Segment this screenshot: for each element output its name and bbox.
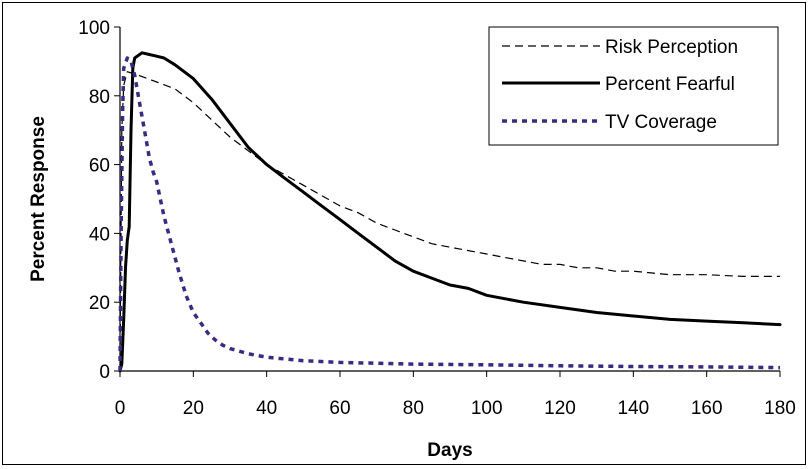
x-tick-label: 40 <box>256 398 277 419</box>
x-axis-title: Days <box>427 440 472 461</box>
x-tick-label: 100 <box>471 398 503 419</box>
y-tick-label: 20 <box>89 293 110 314</box>
y-tick-label: 80 <box>89 87 110 108</box>
ticks: 0 20 40 60 80 100 0 20 40 60 80 100 120 140 160 180 <box>78 18 796 419</box>
legend-label-risk-perception: Risk Perception <box>605 37 738 58</box>
series-line-percent-fearful <box>118 51 782 373</box>
x-tick-label: 0 <box>115 398 126 419</box>
x-tick-label: 160 <box>691 398 723 419</box>
legend-item-risk-perception: Risk Perception <box>502 37 738 58</box>
legend-item-percent-fearful: Percent Fearful <box>502 74 735 95</box>
legend-box <box>488 26 779 146</box>
series-line-risk-perception <box>119 71 780 372</box>
y-tick-label: 60 <box>89 156 110 177</box>
x-tick-label: 60 <box>329 398 350 419</box>
series-layer <box>118 51 782 373</box>
legend-item-tv-coverage: TV Coverage <box>502 112 717 133</box>
x-tick-label: 120 <box>544 398 576 419</box>
y-axis-title: Percent Response <box>28 116 49 282</box>
legend: Risk Perception Percent Fearful TV Cover… <box>488 26 779 146</box>
y-tick-label: 0 <box>99 362 110 383</box>
x-tick-label: 80 <box>403 398 424 419</box>
legend-label-percent-fearful: Percent Fearful <box>605 74 735 95</box>
x-tick-label: 180 <box>764 398 796 419</box>
y-tick-label: 100 <box>78 18 110 39</box>
y-tick-label: 40 <box>89 224 110 245</box>
x-tick-label: 140 <box>617 398 649 419</box>
legend-label-tv-coverage: TV Coverage <box>605 112 717 133</box>
x-tick-label: 20 <box>183 398 204 419</box>
